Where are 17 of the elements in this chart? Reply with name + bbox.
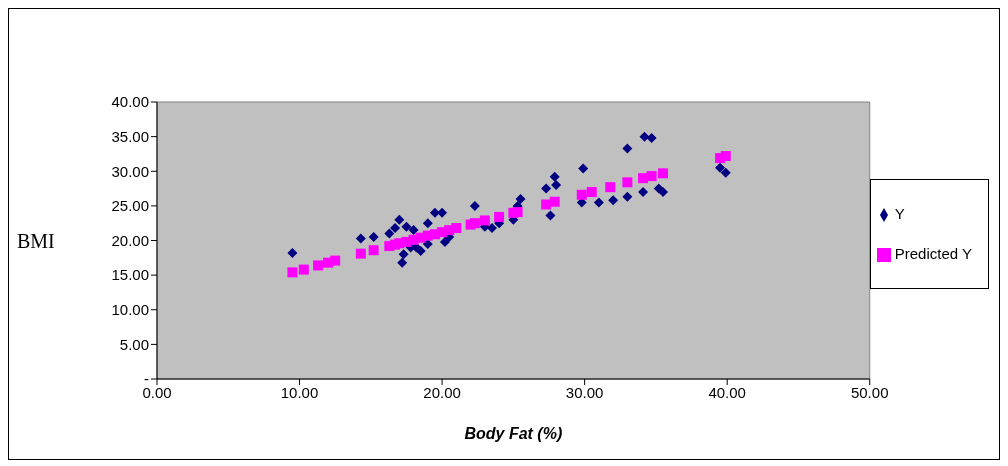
y-tick-label: 35.00 <box>111 127 149 145</box>
x-tick-label: 30.00 <box>565 383 604 401</box>
y-tick-label: 20.00 <box>111 231 149 249</box>
y-tick-label: 15.00 <box>111 266 149 284</box>
y-tick-label: 30.00 <box>111 162 149 180</box>
y-axis-title: BMI <box>17 229 55 252</box>
y-tick-label: 10.00 <box>111 301 149 319</box>
y-tick-label: 25.00 <box>111 197 149 215</box>
x-tick-label: 20.00 <box>423 383 461 401</box>
x-axis-title: Body Fat (%) <box>464 425 563 442</box>
x-tick-label: 50.00 <box>850 383 889 401</box>
y-tick-label: 40.00 <box>111 93 149 111</box>
x-tick-label: 10.00 <box>280 383 319 401</box>
legend-label: Predicted Y <box>894 245 972 262</box>
legend-label: Y <box>894 205 905 222</box>
y-tick-label: 5.00 <box>119 335 149 353</box>
x-tick-label: 40.00 <box>708 383 746 401</box>
